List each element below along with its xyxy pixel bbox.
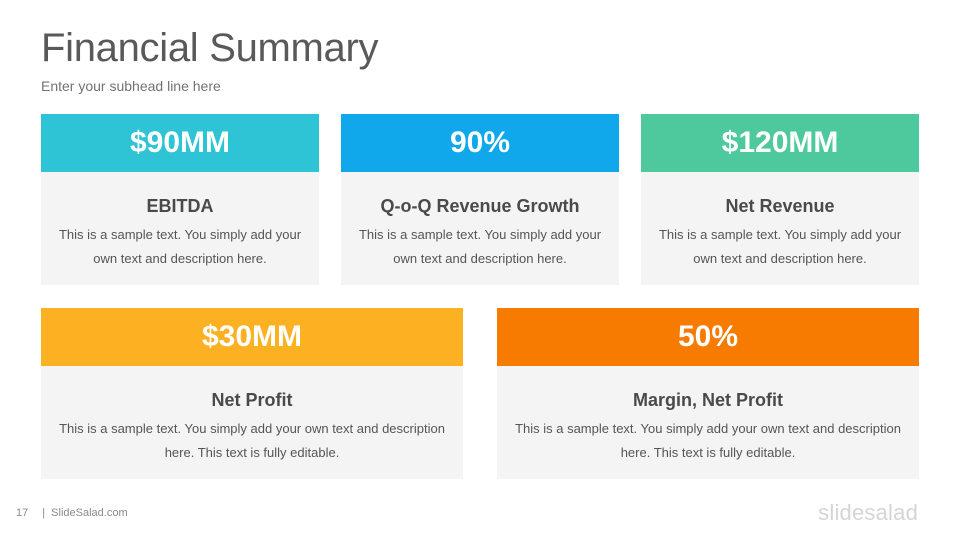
metric-card-header: $30MM [41, 308, 463, 366]
metric-value: 50% [677, 320, 739, 353]
description-line: own text and description here. [693, 251, 867, 266]
page-number: 17 [16, 507, 29, 519]
description-line: here. This text is fully editable. [164, 445, 340, 460]
metric-card-header: $90MM [41, 114, 319, 172]
metric-card-header: 50% [497, 308, 919, 366]
metric-label: Net Profit [211, 390, 293, 410]
metric-label: Q-o-Q Revenue Growth [380, 196, 580, 216]
description-line: own text and description here. [393, 251, 567, 266]
metric-card-margin-net-profit: 50% Margin, Net Profit This is a sample … [497, 308, 919, 479]
metric-value: $30MM [201, 320, 303, 353]
description-line: own text and description here. [93, 251, 267, 266]
slide-title: Financial Summary [41, 26, 379, 70]
footer-site: SlideSalad.com [51, 507, 128, 519]
description-line: This is a sample text. You simply add yo… [515, 421, 901, 436]
metric-card-net-revenue: $120MM Net Revenue This is a sample text… [641, 114, 919, 285]
logo-part-salad: salad [864, 500, 918, 525]
description-line: This is a sample text. You simply add yo… [58, 227, 302, 242]
slide-subhead: Enter your subhead line here [41, 78, 221, 94]
metric-card-net-profit: $30MM Net Profit This is a sample text. … [41, 308, 463, 479]
description-line: here. This text is fully editable. [620, 445, 796, 460]
metric-card-revenue-growth: 90% Q-o-Q Revenue Growth This is a sampl… [341, 114, 619, 285]
metric-card-header: 90% [341, 114, 619, 172]
metric-label: Margin, Net Profit [632, 390, 783, 410]
description-line: This is a sample text. You simply add yo… [358, 227, 602, 242]
description-line: This is a sample text. You simply add yo… [658, 227, 902, 242]
footer-separator: | [42, 507, 46, 519]
metric-description: This is a sample text. You simply add yo… [350, 223, 610, 271]
slidesalad-logo: slidesalad [818, 500, 918, 526]
description-line: This is a sample text. You simply add yo… [59, 421, 445, 436]
metric-description: This is a sample text. You simply add yo… [50, 223, 310, 271]
metric-value: 90% [449, 126, 511, 159]
metric-description: This is a sample text. You simply add yo… [503, 417, 913, 465]
metric-value: $120MM [721, 126, 839, 159]
metric-label: EBITDA [146, 196, 214, 216]
metric-card-header: $120MM [641, 114, 919, 172]
metric-description: This is a sample text. You simply add yo… [47, 417, 457, 465]
metric-card-ebitda: $90MM EBITDA This is a sample text. You … [41, 114, 319, 285]
logo-part-slide: slide [818, 500, 865, 525]
metric-description: This is a sample text. You simply add yo… [650, 223, 910, 271]
metric-label: Net Revenue [725, 196, 835, 216]
slide-footer: 17 | SlideSalad.com [16, 507, 128, 519]
metric-value: $90MM [129, 126, 231, 159]
